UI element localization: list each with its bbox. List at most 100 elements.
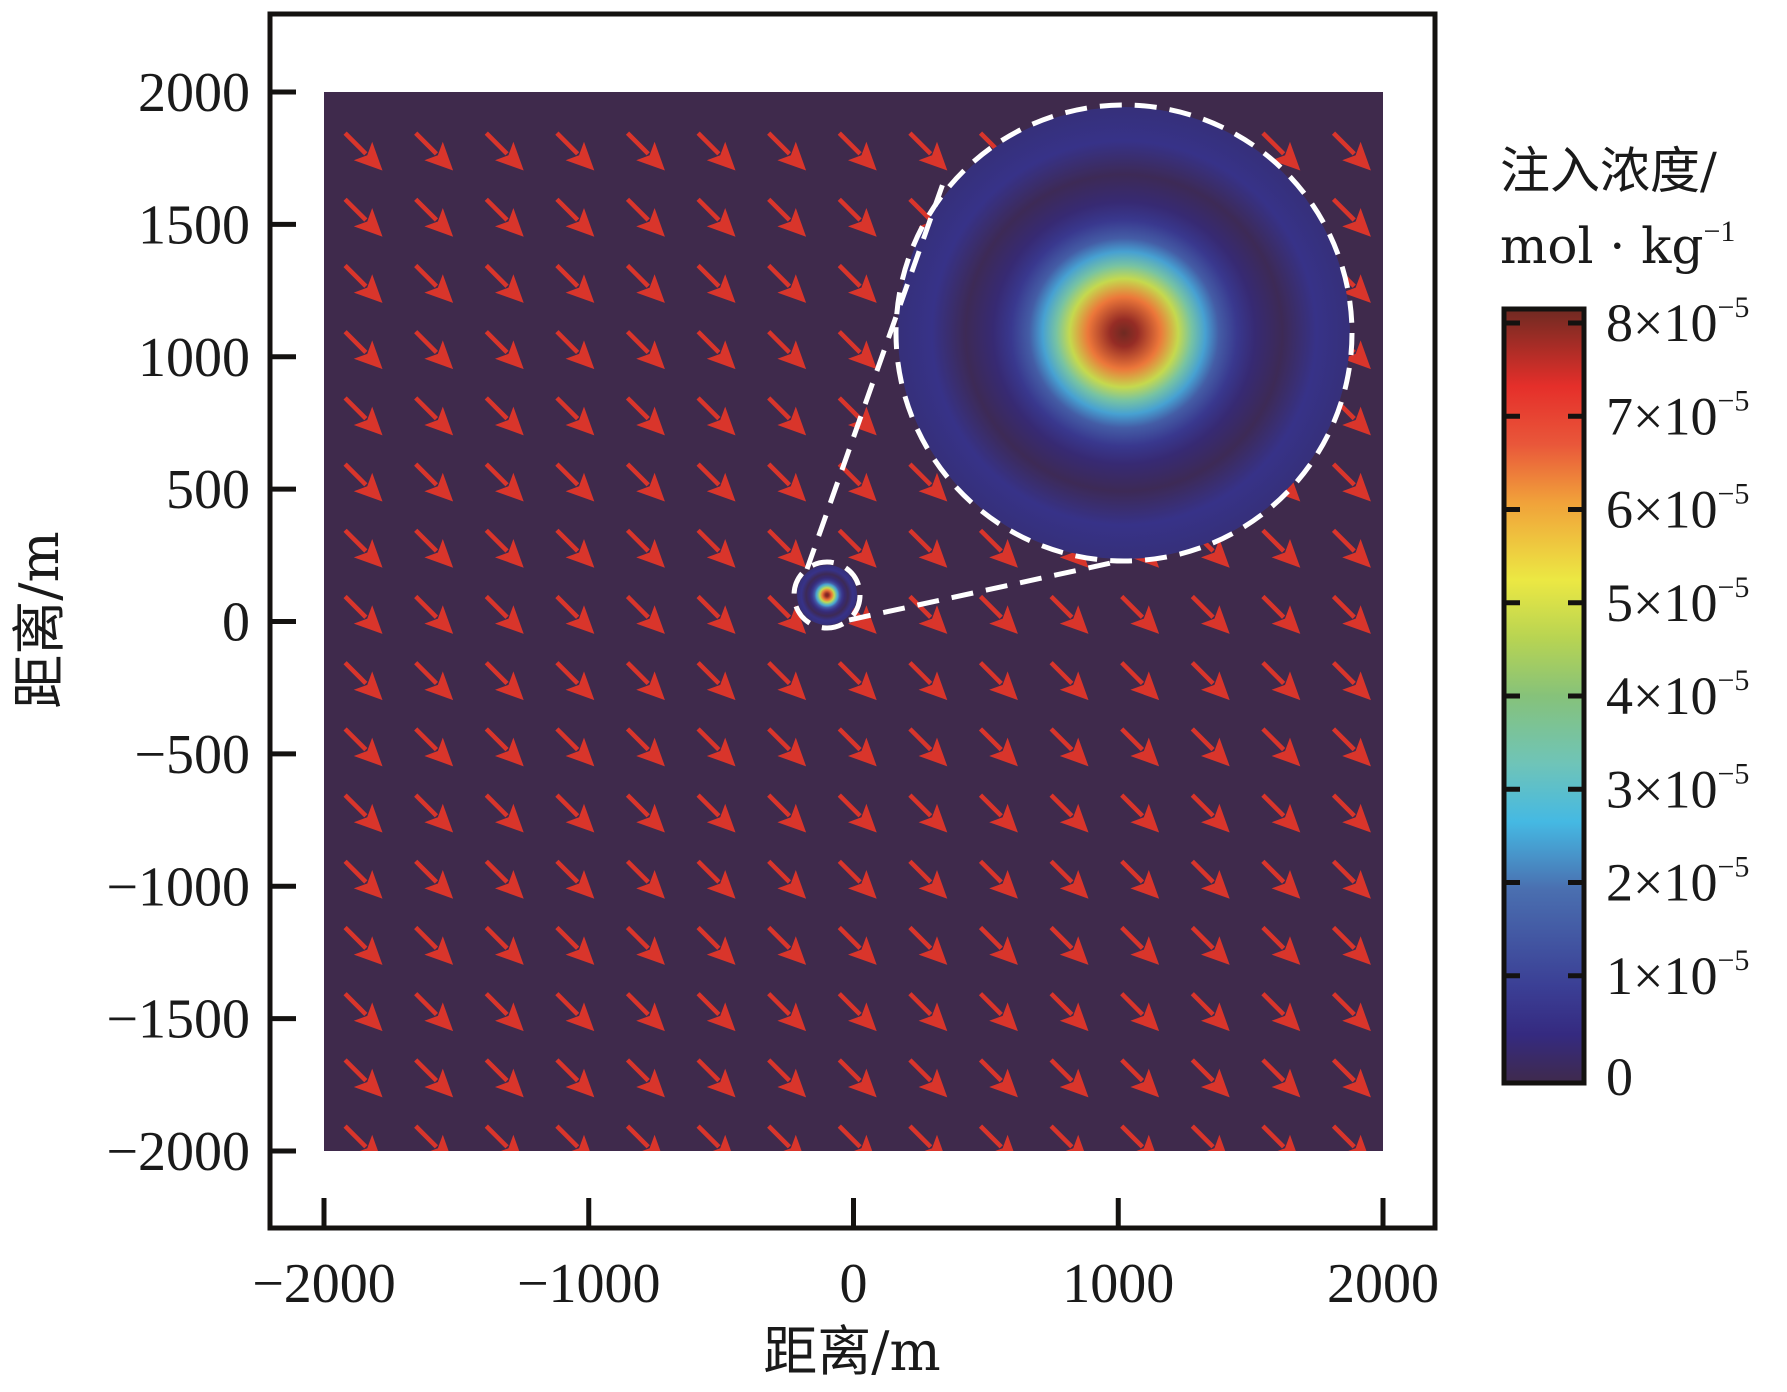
flow-arrow-shaft — [696, 528, 721, 553]
flow-arrow-shaft — [978, 859, 1003, 884]
flow-arrow-head — [1065, 1134, 1085, 1151]
flow-arrow — [767, 1058, 807, 1098]
flow-arrow-head — [424, 472, 454, 502]
flow-arrow-shaft — [767, 925, 792, 950]
x-tick-label: −1000 — [517, 1253, 661, 1315]
flow-arrow-head — [424, 274, 454, 303]
flow-arrow-shaft — [343, 859, 368, 884]
flow-arrow — [908, 131, 948, 171]
flow-arrow-head — [636, 539, 665, 568]
flow-arrow-head — [706, 274, 736, 303]
flow-arrow — [555, 727, 595, 767]
flow-arrow-head — [1271, 936, 1301, 965]
flow-arrow — [1261, 925, 1301, 965]
flow-arrow-head — [918, 870, 948, 899]
flow-arrow — [625, 462, 665, 502]
flow-arrow-head — [848, 870, 877, 899]
flow-arrow — [555, 1058, 595, 1098]
flow-arrow-head — [848, 274, 877, 303]
flow-arrow-shaft — [767, 727, 792, 752]
flow-arrow — [696, 396, 736, 436]
flow-arrow — [484, 131, 524, 171]
flow-arrow-shaft — [1120, 793, 1145, 818]
y-tick-label: 0 — [222, 592, 250, 654]
flow-arrow-head — [353, 936, 383, 965]
flow-arrow-head — [565, 1002, 595, 1032]
flow-arrow — [1331, 528, 1371, 568]
flow-arrow-head — [565, 936, 595, 965]
zoom-connector-lower — [848, 558, 1121, 623]
flow-arrow-shaft — [1049, 727, 1074, 752]
flow-arrow — [978, 594, 1018, 634]
flow-arrow-head — [636, 803, 665, 833]
flow-arrow — [1261, 1124, 1296, 1151]
flow-arrow-shaft — [696, 197, 721, 222]
colorbar-unit-exponent: −1 — [1704, 215, 1736, 248]
flow-arrow-head — [777, 1002, 807, 1032]
flow-arrow — [767, 727, 807, 767]
flow-arrow-shaft — [1261, 727, 1286, 752]
flow-arrow-shaft — [696, 263, 721, 288]
flow-arrow-shaft — [837, 396, 862, 421]
flow-arrow-head — [495, 141, 524, 171]
flow-arrow-head — [706, 141, 736, 171]
flow-arrow-head — [706, 671, 736, 701]
flow-arrow-shaft — [908, 462, 933, 487]
flow-arrow-shaft — [555, 1058, 580, 1083]
flow-arrow — [696, 793, 736, 833]
flow-arrow-head — [1059, 671, 1089, 701]
flow-arrow-head — [424, 340, 454, 370]
flow-arrow-head — [565, 208, 595, 237]
flow-arrow-shaft — [767, 1124, 792, 1149]
flow-arrow-shaft — [1120, 859, 1145, 884]
flow-arrow-head — [918, 737, 948, 767]
flow-arrow — [343, 1058, 383, 1098]
flow-arrow-head — [706, 803, 736, 833]
flow-arrow-shaft — [1049, 1124, 1074, 1149]
flow-arrow-head — [495, 208, 524, 237]
flow-arrow — [484, 992, 524, 1032]
flow-arrow-head — [1271, 671, 1301, 701]
flow-arrow-head — [1342, 141, 1371, 171]
flow-arrow-shaft — [343, 528, 368, 553]
flow-arrow — [1261, 793, 1301, 833]
flow-arrow-shaft — [555, 462, 580, 487]
flow-arrow-head — [1201, 1068, 1230, 1098]
flow-arrow — [767, 131, 807, 171]
flow-arrow-shaft — [978, 793, 1003, 818]
flow-arrow-head — [1201, 870, 1230, 899]
flow-arrow-head — [918, 936, 948, 965]
flow-arrow-shaft — [837, 992, 862, 1017]
flow-arrow-shaft — [767, 396, 792, 421]
flow-arrow — [555, 925, 595, 965]
flow-arrow — [484, 661, 524, 701]
flow-arrow-shaft — [414, 661, 439, 686]
flow-arrow — [343, 727, 383, 767]
flow-arrow — [484, 528, 524, 568]
flow-arrow-head — [353, 472, 383, 502]
y-tick-label: −2000 — [106, 1121, 250, 1183]
flow-arrow-head — [424, 803, 454, 833]
flow-arrow-head — [495, 870, 524, 899]
flow-arrow-shaft — [1049, 594, 1074, 619]
flow-arrow-head — [495, 340, 524, 370]
flow-arrow-head — [1342, 936, 1371, 965]
flow-arrow-shaft — [625, 594, 650, 619]
flow-arrow-shaft — [555, 1124, 580, 1149]
flow-arrow-shaft — [767, 263, 792, 288]
flow-arrow — [978, 925, 1018, 965]
flow-arrow-head — [495, 472, 524, 502]
flow-arrow-shaft — [1261, 925, 1286, 950]
flow-arrow — [625, 594, 665, 634]
flow-arrow-head — [495, 274, 524, 303]
flow-arrow-head — [706, 472, 736, 502]
flow-arrow-head — [565, 340, 595, 370]
flow-arrow-head — [353, 406, 383, 436]
flow-arrow-head — [777, 340, 807, 370]
flow-arrow-head — [1201, 539, 1230, 568]
flow-arrow-head — [636, 472, 665, 502]
flow-arrow — [767, 1124, 802, 1151]
flow-arrow — [625, 528, 665, 568]
flow-arrow-head — [424, 671, 454, 701]
flow-arrow-shaft — [696, 925, 721, 950]
